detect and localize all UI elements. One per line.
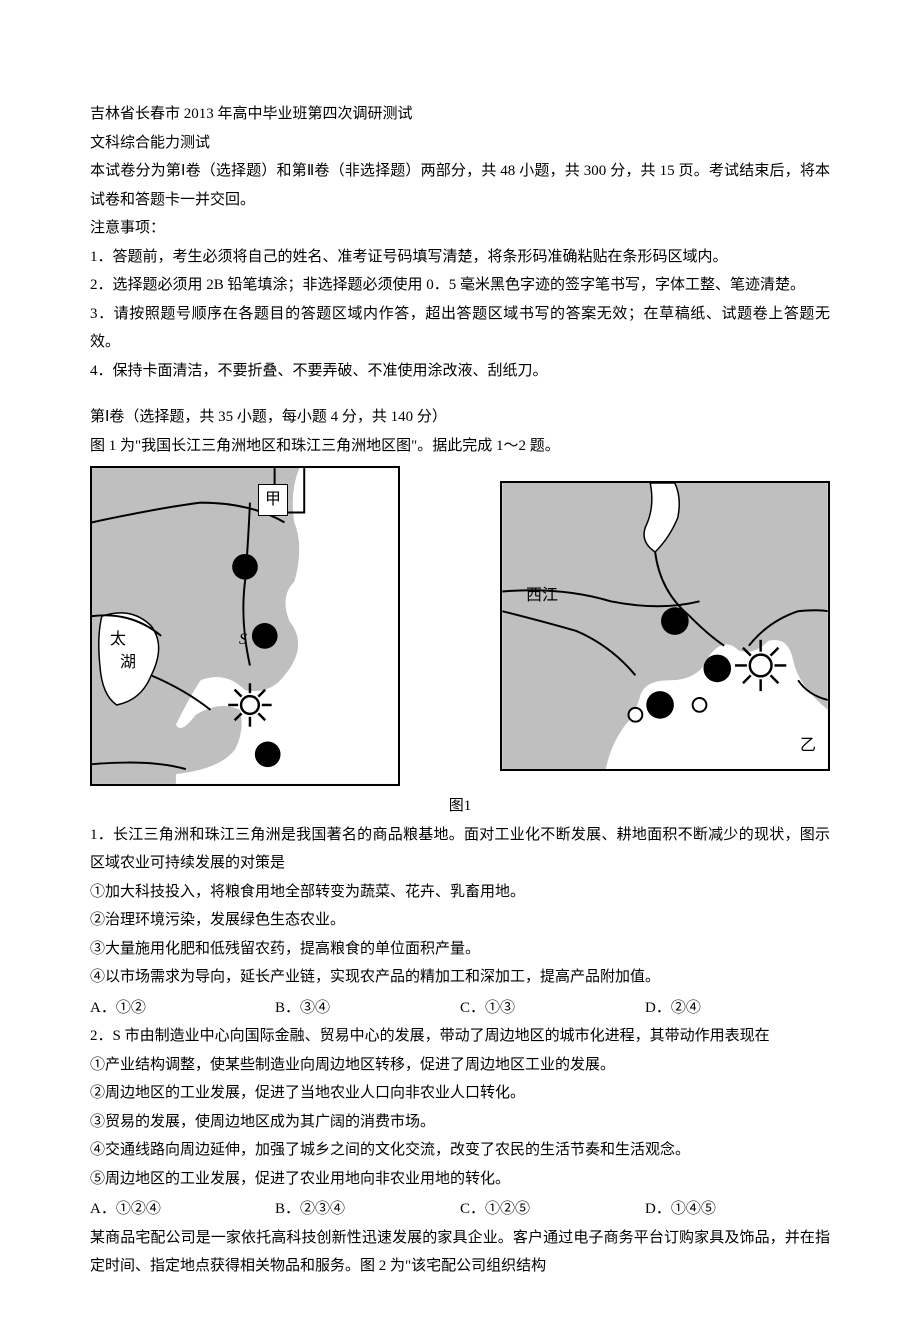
q2-option-b: B．②③④ [275,1195,460,1224]
q1-option-b: B．③④ [275,994,460,1023]
q2-item: ②周边地区的工业发展，促进了当地农业人口向非农业人口转化。 [90,1079,830,1108]
q2-stem: 2．S 市由制造业中心向国际金融、贸易中心的发展，带动了周边地区的城市化进程，其… [90,1022,830,1051]
q1-stem: 1．长江三角洲和珠江三角洲是我国著名的商品粮基地。面对工业化不断发展、耕地面积不… [90,821,830,878]
q1-options: A．①② B．③④ C．①③ D．②④ [90,994,830,1023]
notice-item: 4．保持卡面清洁，不要折叠、不要弄破、不准使用涂改液、刮纸刀。 [90,357,830,386]
q1-item: ①加大科技投入，将粮食用地全部转变为蔬菜、花卉、乳畜用地。 [90,878,830,907]
exam-title: 吉林省长春市 2013 年高中毕业班第四次调研测试 [90,100,830,129]
figure-pearl-delta: 西江 乙 [500,481,830,771]
q2-item: ③贸易的发展，使周边地区成为其广阔的消费市场。 [90,1108,830,1137]
notice-item: 2．选择题必须用 2B 铅笔填涂；非选择题必须使用 0．5 毫米黑色字迹的签字笔… [90,271,830,300]
q1-item: ④以市场需求为导向，延长产业链，实现农产品的精加工和深加工，提高产品附加值。 [90,963,830,992]
section-heading: 第Ⅰ卷（选择题，共 35 小题，每小题 4 分，共 140 分） [90,403,830,432]
notice-label: 注意事项： [90,214,830,243]
q2-item: ①产业结构调整，使某些制造业向周边地区转移，促进了周边地区工业的发展。 [90,1051,830,1080]
q2-item: ④交通线路向周边延伸，加强了城乡之间的文化交流，改变了农民的生活节奏和生活观念。 [90,1136,830,1165]
exam-subtitle: 文科综合能力测试 [90,129,830,158]
figure-row: 甲 太 湖 S [90,466,830,786]
map-label-yi: 乙 [800,731,816,761]
map-label-taihu-2: 湖 [120,648,136,678]
q2-options: A．①②④ B．②③④ C．①②⑤ D．①④⑤ [90,1195,830,1224]
q1-option-c: C．①③ [460,994,645,1023]
q2-option-c: C．①②⑤ [460,1195,645,1224]
trailing-text: 某商品宅配公司是一家依托高科技创新性迅速发展的家具企业。客户通过电子商务平台订购… [90,1224,830,1281]
map-label-jia: 甲 [258,484,288,516]
q1-option-a: A．①② [90,994,275,1023]
figure-caption: 图1 [90,792,830,821]
exam-description: 本试卷分为第Ⅰ卷（选择题）和第Ⅱ卷（非选择题）两部分，共 48 小题，共 300… [90,157,830,214]
q1-item: ③大量施用化肥和低残留农药，提高粮食的单位面积产量。 [90,935,830,964]
map-label-s: S [239,625,247,655]
figure-yangtze-delta: 甲 太 湖 S [90,466,400,786]
map-label-xijiang: 西江 [526,581,558,611]
q2-option-d: D．①④⑤ [645,1195,830,1224]
q1-option-d: D．②④ [645,994,830,1023]
q1-item: ②治理环境污染，发展绿色生态农业。 [90,906,830,935]
q2-item: ⑤周边地区的工业发展，促进了农业用地向非农业用地的转化。 [90,1165,830,1194]
section-intro: 图 1 为"我国长江三角洲地区和珠江三角洲地区图"。据此完成 1～2 题。 [90,432,830,461]
q2-option-a: A．①②④ [90,1195,275,1224]
notice-item: 3．请按照题号顺序在各题目的答题区域内作答，超出答题区域书写的答案无效；在草稿纸… [90,300,830,357]
notice-item: 1．答题前，考生必须将自己的姓名、准考证号码填写清楚，将条形码准确粘贴在条形码区… [90,243,830,272]
